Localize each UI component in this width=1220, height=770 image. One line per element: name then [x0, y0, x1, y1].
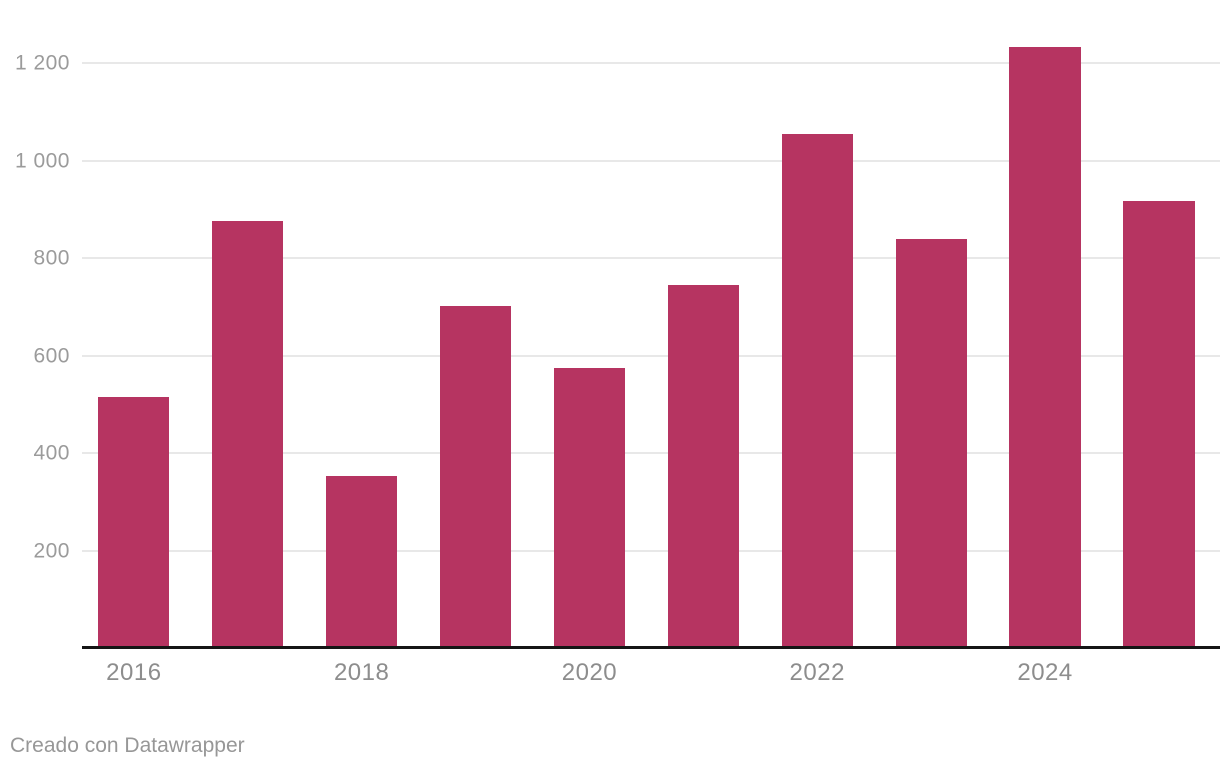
gridline-400: [82, 452, 1220, 455]
bar-2022[interactable]: [781, 134, 853, 648]
x-tick-label-2022: 2022: [789, 659, 845, 686]
bar-2023[interactable]: [895, 238, 967, 648]
y-tick-label: 600: [33, 344, 70, 368]
x-tick-label-2018: 2018: [333, 659, 390, 686]
bar-2019[interactable]: [439, 305, 512, 648]
bar-2020[interactable]: [553, 367, 626, 648]
gridline-200: [82, 549, 1220, 552]
gridline-1000: [82, 159, 1220, 162]
bar-2017[interactable]: [212, 220, 284, 648]
bar-2024[interactable]: [1009, 46, 1081, 648]
gridline-800: [82, 257, 1220, 260]
gridline-600: [82, 354, 1220, 357]
x-tick-label-2024: 2024: [1017, 659, 1073, 686]
bar-2025[interactable]: [1123, 200, 1195, 648]
bar-2021[interactable]: [667, 285, 739, 648]
bar-2018[interactable]: [326, 476, 398, 648]
x-axis-line: [82, 646, 1220, 649]
y-tick-label: 1 200: [14, 51, 70, 75]
y-tick-label: 400: [33, 441, 70, 465]
gridline-1200: [82, 62, 1220, 65]
x-tick-label-2016: 2016: [106, 659, 162, 686]
datawrapper-credit-link[interactable]: Creado con Datawrapper: [10, 734, 245, 757]
bar-2016[interactable]: [98, 397, 170, 648]
y-tick-label: 1 000: [14, 149, 70, 173]
y-tick-label: 800: [33, 246, 70, 270]
y-tick-label: 200: [33, 539, 70, 563]
x-tick-label-2020: 2020: [561, 659, 618, 686]
